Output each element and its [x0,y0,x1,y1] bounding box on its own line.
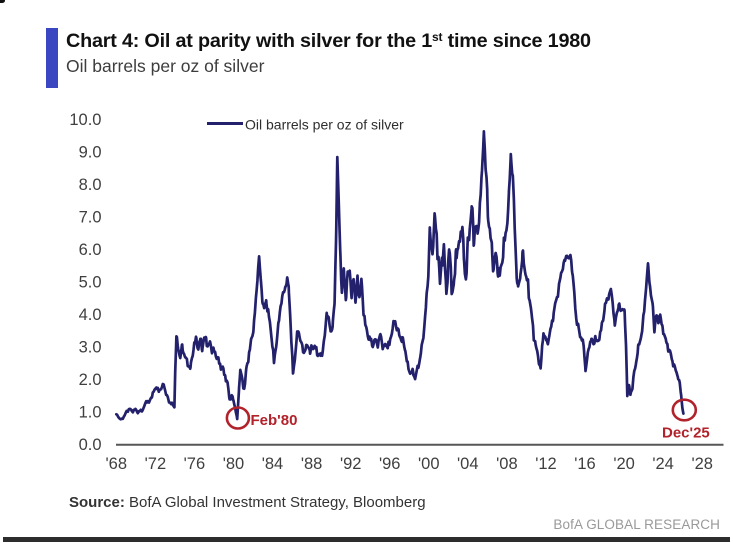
svg-text:0.0: 0.0 [79,436,102,454]
svg-text:Dec'25: Dec'25 [662,425,710,442]
svg-text:'68: '68 [106,455,128,473]
svg-text:5.0: 5.0 [79,273,102,291]
svg-text:9.0: 9.0 [79,143,102,161]
svg-text:'72: '72 [145,455,167,473]
svg-text:'28: '28 [691,455,713,473]
svg-text:'24: '24 [652,455,674,473]
svg-text:'12: '12 [535,455,557,473]
svg-text:1.0: 1.0 [79,403,102,421]
svg-text:6.0: 6.0 [79,241,102,259]
svg-text:'08: '08 [496,455,518,473]
svg-text:8.0: 8.0 [79,176,102,194]
svg-text:'88: '88 [301,455,323,473]
svg-text:'76: '76 [184,455,206,473]
svg-text:10.0: 10.0 [69,111,101,129]
svg-text:'00: '00 [418,455,440,473]
svg-text:'20: '20 [613,455,635,473]
svg-text:2.0: 2.0 [79,371,102,389]
svg-text:'04: '04 [457,455,479,473]
svg-text:'84: '84 [262,455,284,473]
svg-text:'80: '80 [223,455,245,473]
svg-text:'96: '96 [379,455,401,473]
svg-text:3.0: 3.0 [79,338,102,356]
svg-text:'92: '92 [340,455,362,473]
svg-text:4.0: 4.0 [79,306,102,324]
svg-text:Oil barrels per oz of silver: Oil barrels per oz of silver [245,117,404,133]
svg-text:Feb'80: Feb'80 [251,412,298,429]
svg-text:'16: '16 [574,455,596,473]
svg-text:7.0: 7.0 [79,208,102,226]
